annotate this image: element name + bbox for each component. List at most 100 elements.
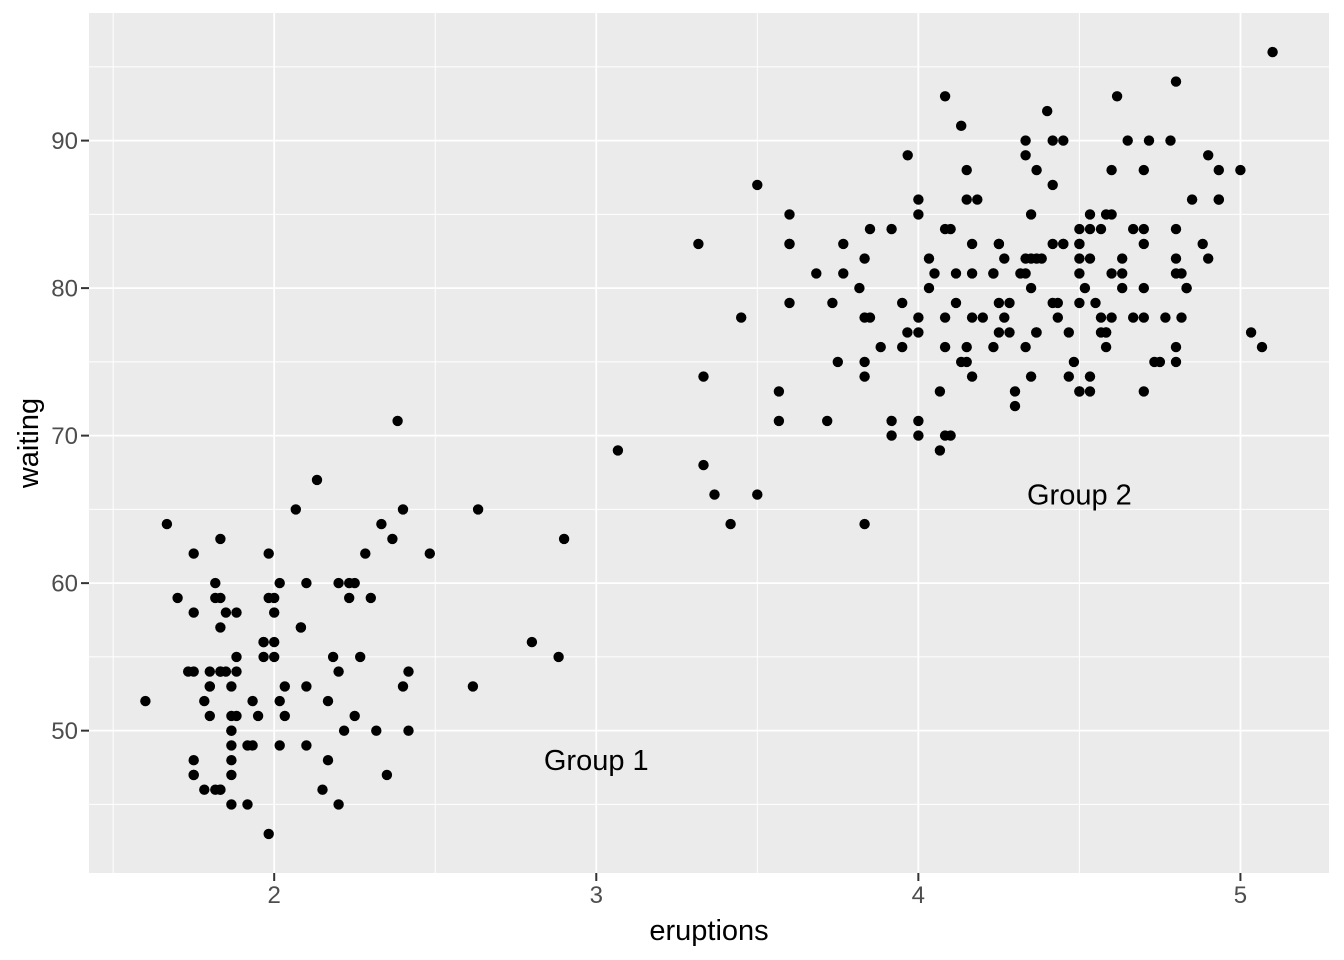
data-point (1004, 297, 1015, 309)
data-point (966, 238, 978, 250)
data-point (349, 710, 360, 722)
data-point (1047, 135, 1058, 146)
data-point (1143, 135, 1155, 146)
data-point (1074, 223, 1085, 235)
data-point (897, 297, 908, 309)
data-point (274, 577, 285, 589)
data-point (1170, 341, 1182, 353)
data-point (526, 636, 538, 648)
data-point (1203, 253, 1214, 264)
data-point (1100, 209, 1112, 220)
data-point (875, 341, 886, 353)
data-point (913, 430, 924, 441)
data-point (1084, 371, 1096, 382)
y-tick-label: 80 (51, 276, 78, 303)
data-point (210, 592, 221, 604)
data-point (886, 223, 897, 235)
data-point (1256, 341, 1268, 353)
data-point (966, 268, 978, 279)
data-point (403, 666, 414, 677)
data-point (1213, 194, 1225, 205)
data-point (365, 592, 376, 604)
annotations: Group 1 Group 2 (544, 480, 1132, 778)
data-point (188, 548, 199, 559)
data-point (322, 695, 334, 707)
data-point (966, 312, 978, 323)
data-point (1138, 282, 1150, 294)
data-point (301, 740, 312, 751)
data-point (263, 592, 274, 604)
data-point (988, 268, 999, 279)
data-point (258, 651, 269, 663)
data-point (274, 695, 285, 707)
data-point (693, 238, 704, 250)
data-point (317, 784, 328, 795)
data-point (1074, 386, 1085, 397)
data-point (263, 828, 274, 840)
data-point (1170, 76, 1182, 87)
data-point (902, 150, 913, 161)
data-point (553, 651, 564, 663)
data-point (1235, 164, 1246, 176)
data-point (1245, 327, 1257, 338)
data-point (231, 666, 242, 677)
data-point (1084, 223, 1096, 235)
annotation-label-1: Group 1 (544, 745, 649, 777)
data-point (188, 755, 199, 766)
data-point (1058, 238, 1069, 250)
data-point (226, 769, 237, 781)
data-point (1063, 371, 1075, 382)
data-point (327, 651, 339, 663)
data-point (215, 622, 226, 633)
data-point (1020, 150, 1031, 161)
data-point (204, 681, 215, 692)
y-tick-label: 70 (51, 423, 78, 450)
data-point (1111, 91, 1123, 102)
data-point (966, 371, 978, 382)
data-point (1025, 371, 1037, 382)
data-point (913, 209, 924, 220)
data-point (950, 268, 962, 279)
data-point (381, 769, 393, 781)
data-point (1100, 341, 1112, 353)
data-point (1009, 400, 1021, 412)
data-point (1117, 282, 1128, 294)
data-point (247, 740, 258, 751)
data-point (999, 312, 1010, 323)
data-points (140, 46, 1278, 840)
data-point (1117, 253, 1128, 264)
data-point (279, 681, 290, 692)
data-point (1170, 268, 1182, 279)
data-point (838, 268, 849, 279)
data-point (220, 607, 232, 618)
data-point (1025, 209, 1037, 220)
data-point (939, 312, 951, 323)
data-point (1052, 312, 1064, 323)
data-point (355, 651, 366, 663)
data-point (1090, 297, 1101, 309)
data-point (913, 415, 924, 427)
data-point (349, 577, 360, 589)
data-point (1079, 282, 1091, 294)
data-point (215, 533, 226, 545)
data-point (344, 592, 355, 604)
data-point (242, 799, 253, 810)
data-point (204, 666, 215, 677)
data-point (725, 518, 736, 530)
data-point (338, 725, 350, 736)
data-point (923, 282, 935, 294)
data-point (1058, 135, 1069, 146)
data-point (886, 415, 897, 427)
data-point (397, 681, 409, 692)
data-point (210, 784, 221, 795)
axes: 2 3 4 5 50 60 70 80 90 (51, 128, 1247, 909)
data-point (913, 327, 924, 338)
data-point (403, 725, 414, 736)
data-point (226, 725, 237, 736)
data-point (269, 636, 280, 648)
data-point (1138, 312, 1150, 323)
data-point (913, 194, 924, 205)
data-point (226, 755, 237, 766)
data-point (1031, 253, 1042, 264)
